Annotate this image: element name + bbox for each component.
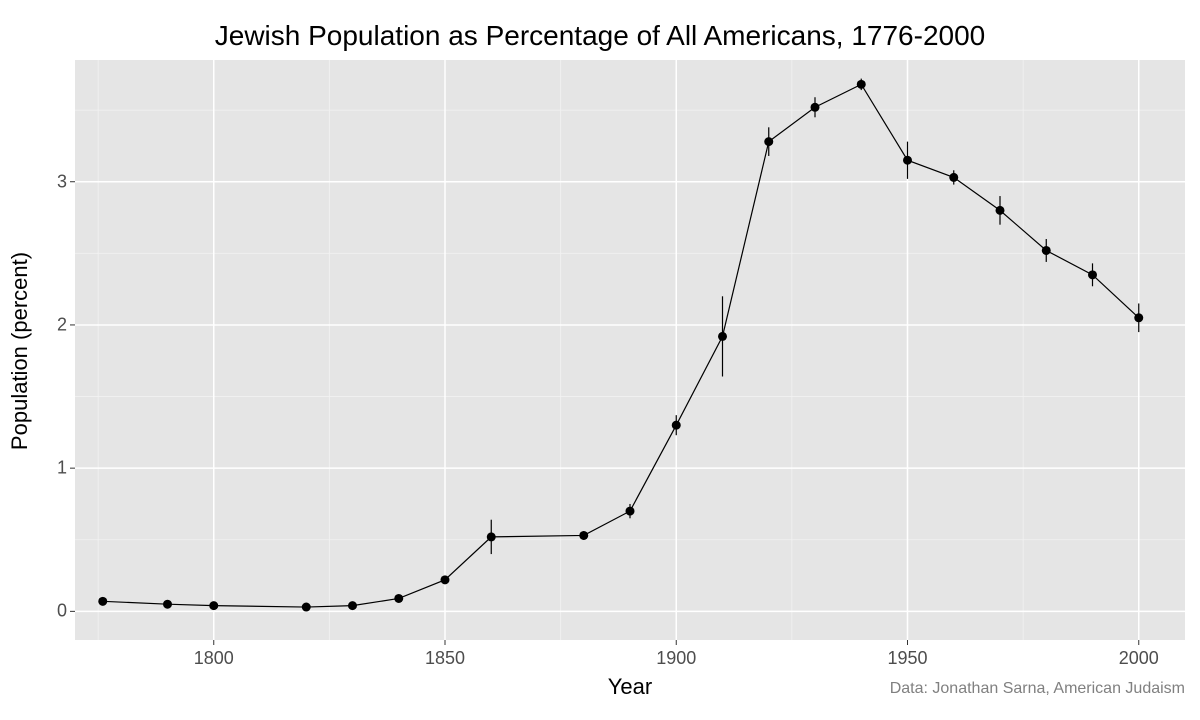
- y-tick-label: 1: [45, 458, 67, 479]
- chart-svg: [0, 0, 1200, 720]
- chart-container: Jewish Population as Percentage of All A…: [0, 0, 1200, 720]
- x-tick-label: 2000: [1119, 648, 1159, 669]
- x-tick-label: 1900: [656, 648, 696, 669]
- y-tick-label: 0: [45, 601, 67, 622]
- data-credit: Data: Jonathan Sarna, American Judaism: [890, 680, 1185, 698]
- y-tick-label: 3: [45, 171, 67, 192]
- y-tick-label: 2: [45, 314, 67, 335]
- x-tick-label: 1800: [194, 648, 234, 669]
- y-axis-label: Population (percent): [7, 61, 33, 641]
- x-tick-label: 1850: [425, 648, 465, 669]
- x-tick-label: 1950: [887, 648, 927, 669]
